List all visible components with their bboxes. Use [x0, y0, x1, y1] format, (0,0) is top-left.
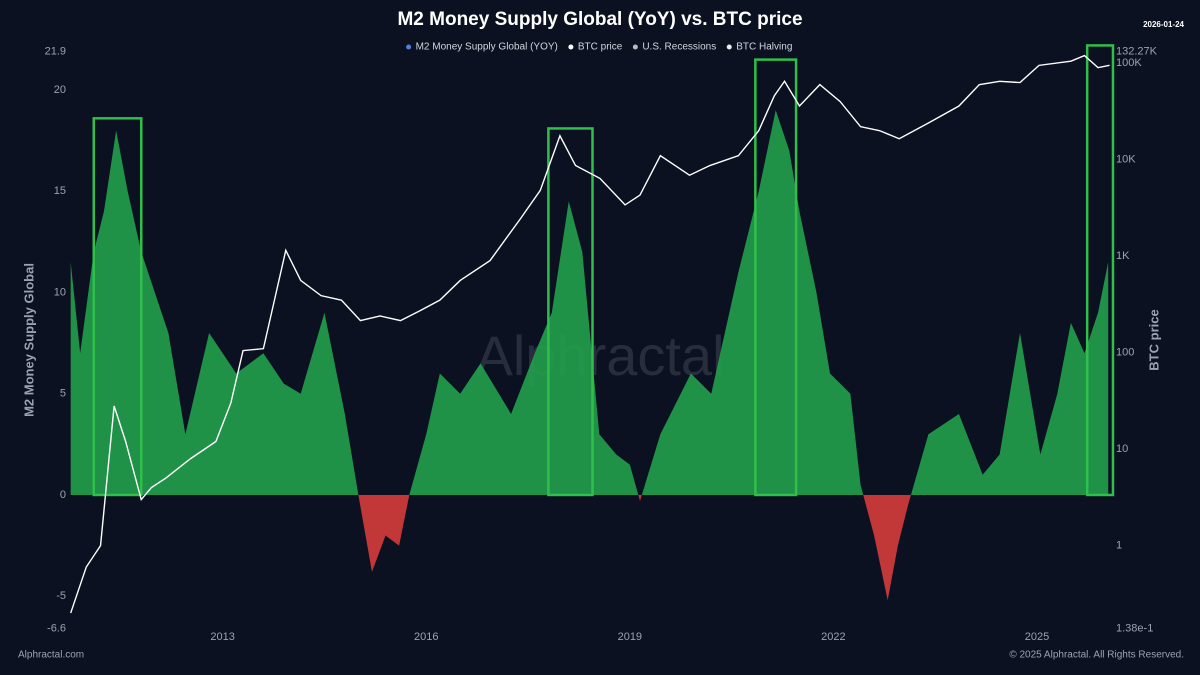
y-tick-label: 20	[54, 84, 66, 96]
y2-tick-label: 10	[1116, 443, 1128, 455]
highlight-box	[754, 58, 798, 497]
y-tick-label: -6.6	[47, 623, 66, 635]
y-tick-label: 21.9	[45, 45, 66, 57]
y-tick-label: 15	[54, 185, 66, 197]
y2-axis-title: BTC price	[1146, 309, 1161, 370]
y2-tick-label: 1.38e-1	[1116, 623, 1153, 635]
x-tick-label: 2025	[1025, 631, 1049, 643]
chart-title: M2 Money Supply Global (YoY) vs. BTC pri…	[397, 9, 802, 30]
legend-label: M2 Money Supply Global (YOY)	[416, 42, 558, 53]
legend-label: U.S. Recessions	[642, 42, 716, 53]
x-tick-label: 2019	[618, 631, 642, 643]
source: Alphractal.com	[18, 650, 84, 661]
y2-tick-label: 10K	[1116, 154, 1136, 166]
legend-marker	[632, 44, 638, 50]
copyright: © 2025 Alphractal. All Rights Reserved.	[1009, 650, 1184, 661]
highlight-box	[92, 117, 143, 497]
x-tick-label: 2022	[821, 631, 845, 643]
y-axis-title: M2 Money Supply Global	[21, 263, 36, 417]
x-tick-label: 2013	[210, 631, 234, 643]
y2-tick-label: 1K	[1116, 250, 1130, 262]
m2-area	[70, 110, 1109, 601]
y-tick-label: 5	[60, 388, 66, 400]
legend-marker	[726, 44, 732, 50]
y-tick-label: 10	[54, 286, 66, 298]
legend-label: BTC Halving	[736, 42, 792, 53]
highlight-box	[1085, 44, 1115, 497]
y2-tick-label: 1	[1116, 540, 1122, 552]
watermark: Alphractal	[475, 324, 724, 387]
date: 2026-01-24	[1143, 20, 1184, 29]
y2-tick-label: 132.27K	[1116, 45, 1158, 57]
x-tick-label: 2016	[414, 631, 438, 643]
highlight-box	[547, 127, 594, 497]
y2-tick-label: 100K	[1116, 57, 1142, 69]
btc-price-line	[70, 54, 1110, 614]
legend-label: BTC price	[578, 42, 623, 53]
legend-marker	[568, 44, 574, 50]
legend-marker	[406, 44, 412, 50]
y-tick-label: 0	[60, 489, 66, 501]
y2-tick-label: 100	[1116, 347, 1134, 359]
y-tick-label: -5	[56, 590, 66, 602]
